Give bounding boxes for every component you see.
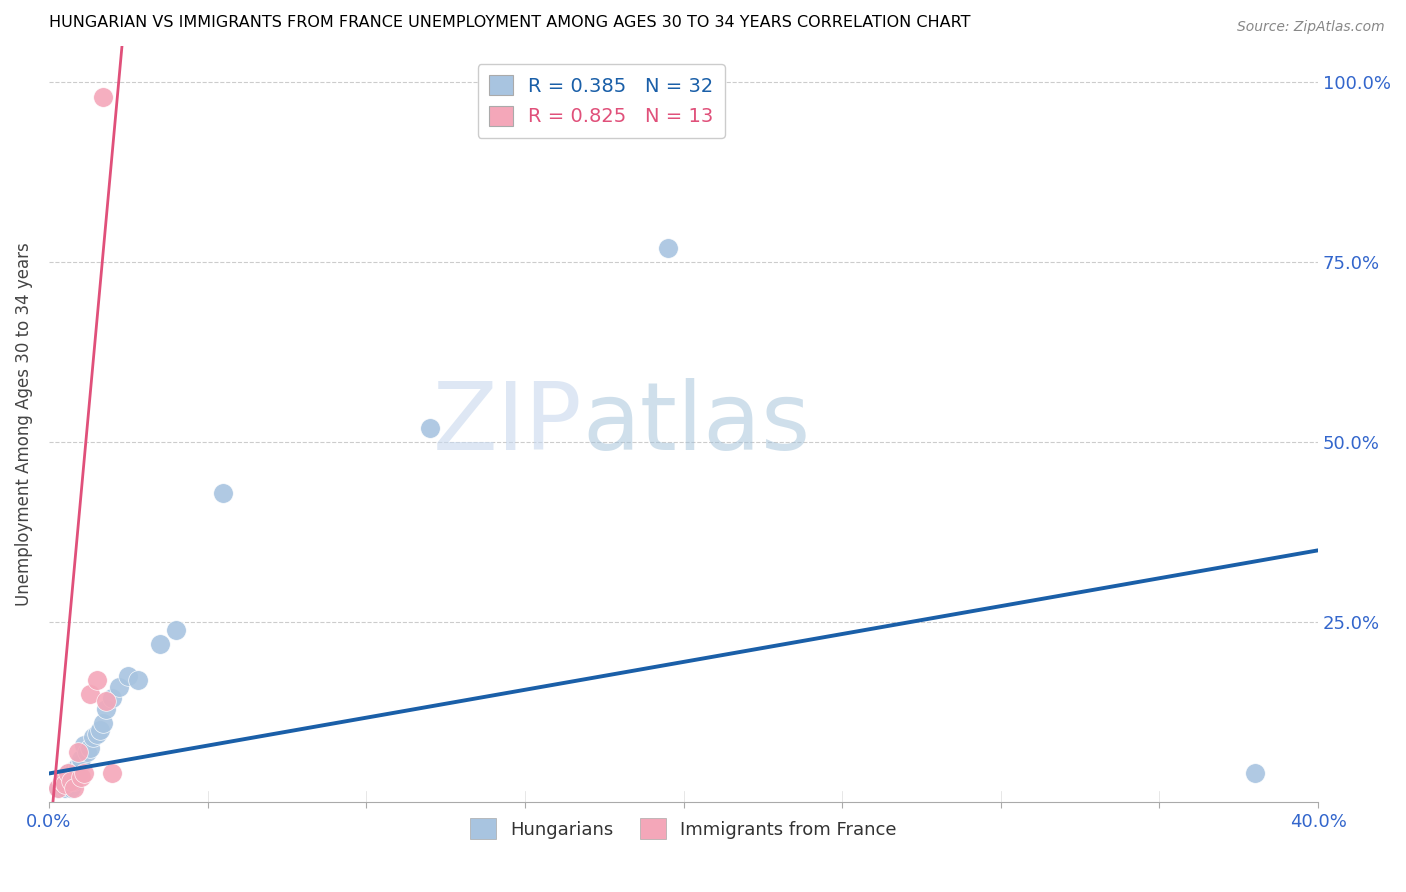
Point — [53, 780, 76, 795]
Point — [79, 741, 101, 756]
Point — [165, 623, 187, 637]
Point — [51, 777, 73, 791]
Point — [56, 766, 79, 780]
Point — [101, 690, 124, 705]
Point — [149, 637, 172, 651]
Point — [53, 773, 76, 788]
Point — [48, 780, 70, 795]
Point — [69, 752, 91, 766]
Point — [63, 773, 86, 788]
Point — [53, 777, 76, 791]
Point — [51, 773, 73, 788]
Text: HUNGARIAN VS IMMIGRANTS FROM FRANCE UNEMPLOYMENT AMONG AGES 30 TO 34 YEARS CORRE: HUNGARIAN VS IMMIGRANTS FROM FRANCE UNEM… — [49, 15, 970, 30]
Point — [60, 770, 83, 784]
Point — [69, 770, 91, 784]
Point — [86, 727, 108, 741]
Point — [73, 766, 96, 780]
Point — [66, 759, 89, 773]
Point — [89, 723, 111, 738]
Point — [73, 738, 96, 752]
Point — [66, 745, 89, 759]
Point — [82, 731, 104, 745]
Point — [212, 485, 235, 500]
Point — [60, 780, 83, 795]
Point — [91, 90, 114, 104]
Point — [79, 687, 101, 701]
Legend: Hungarians, Immigrants from France: Hungarians, Immigrants from France — [463, 811, 904, 847]
Text: ZIP: ZIP — [433, 378, 582, 470]
Point — [127, 673, 149, 687]
Point — [101, 766, 124, 780]
Point — [56, 777, 79, 791]
Y-axis label: Unemployment Among Ages 30 to 34 years: Unemployment Among Ages 30 to 34 years — [15, 243, 32, 607]
Point — [419, 421, 441, 435]
Text: atlas: atlas — [582, 378, 810, 470]
Point — [91, 716, 114, 731]
Point — [63, 763, 86, 777]
Point — [86, 673, 108, 687]
Point — [60, 773, 83, 788]
Text: Source: ZipAtlas.com: Source: ZipAtlas.com — [1237, 20, 1385, 34]
Point — [94, 701, 117, 715]
Point — [63, 780, 86, 795]
Point — [117, 669, 139, 683]
Point — [56, 766, 79, 780]
Point — [48, 780, 70, 795]
Point — [66, 766, 89, 780]
Point — [76, 745, 98, 759]
Point — [94, 694, 117, 708]
Point — [107, 680, 129, 694]
Point — [1243, 766, 1265, 780]
Point — [69, 756, 91, 770]
Point — [657, 241, 679, 255]
